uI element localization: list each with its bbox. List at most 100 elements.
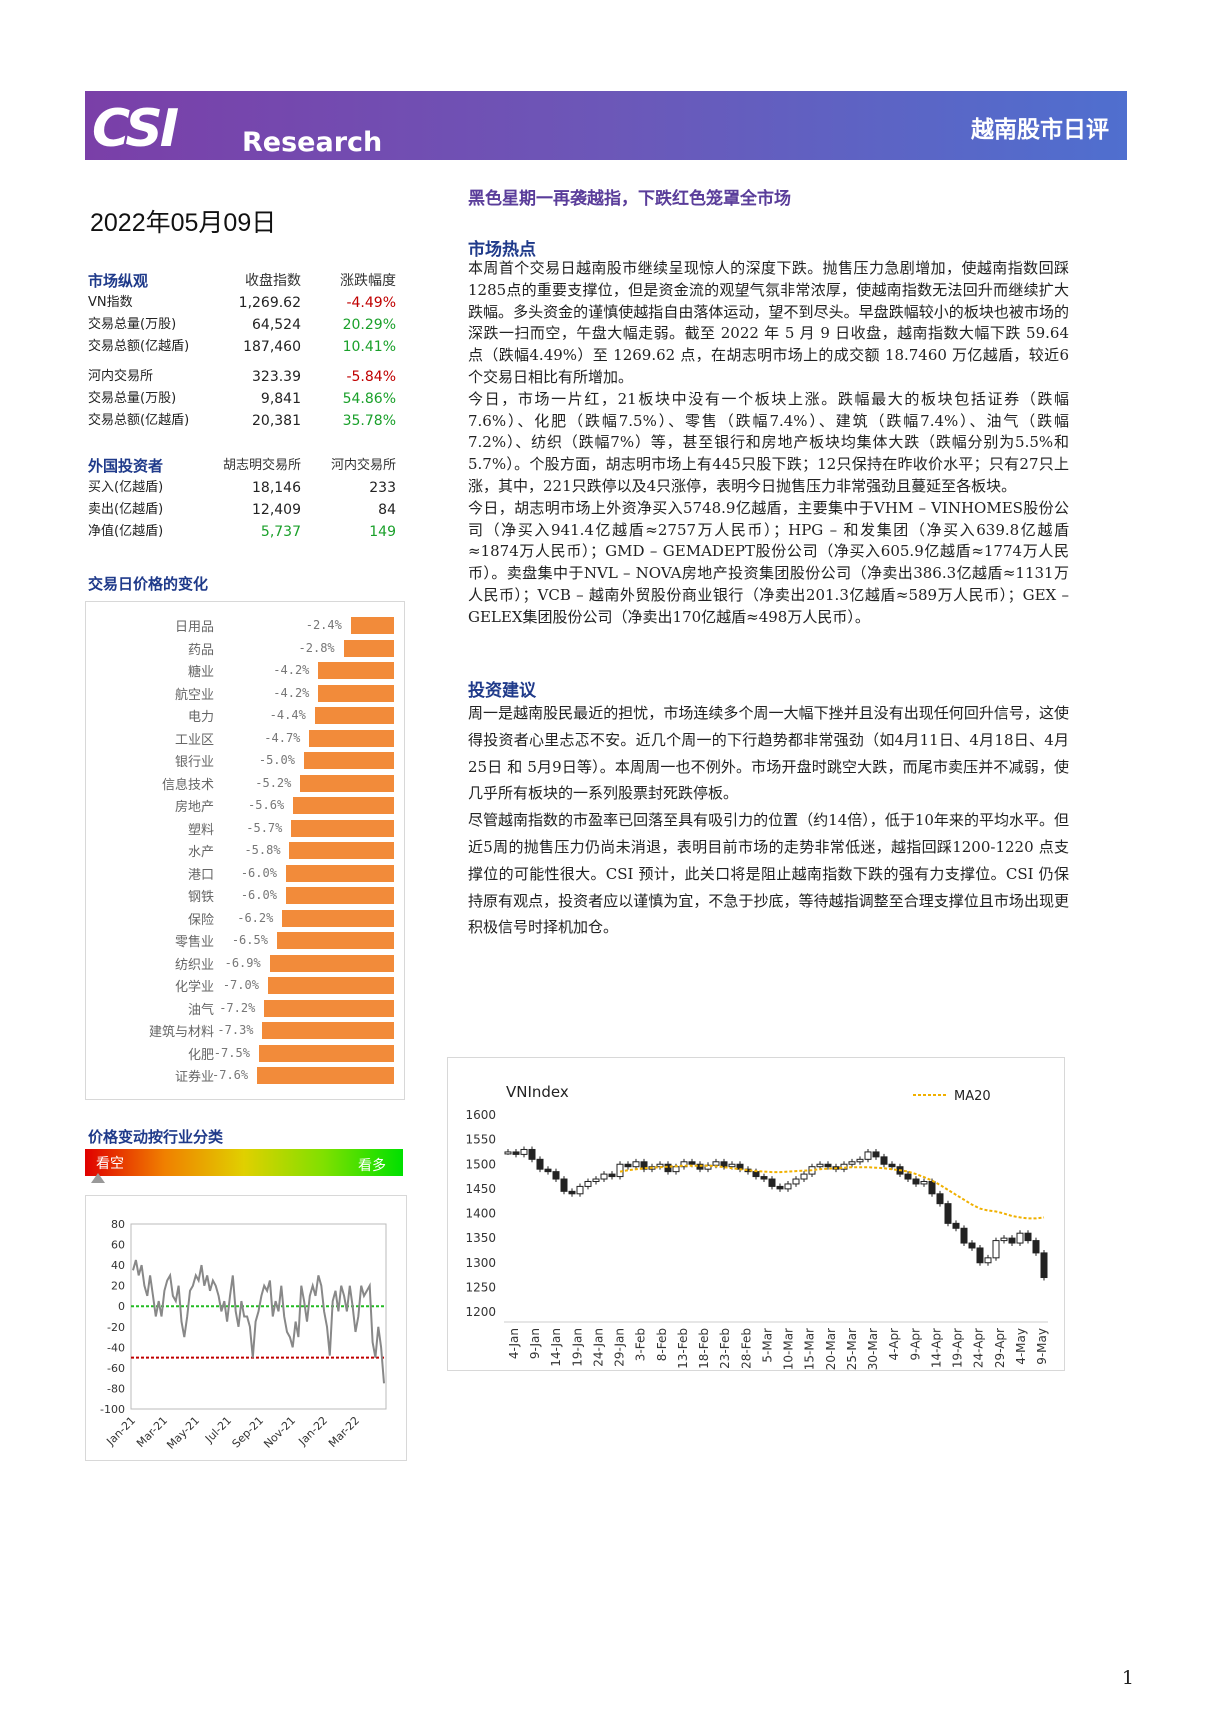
sector-bar bbox=[262, 1022, 394, 1039]
x-tick-label: 29-Apr bbox=[993, 1328, 1007, 1368]
bar-category-label: 保险 bbox=[187, 912, 214, 928]
candle-body bbox=[576, 1185, 584, 1195]
y-tick-label: -40 bbox=[107, 1341, 125, 1354]
candle-body bbox=[944, 1203, 952, 1224]
bar-category-label: 药品 bbox=[187, 642, 214, 658]
candle-body bbox=[544, 1168, 552, 1173]
candle-body bbox=[680, 1161, 688, 1168]
candle-body bbox=[856, 1158, 864, 1163]
bar-value-label: -6.0% bbox=[240, 888, 277, 902]
sector-bar bbox=[309, 729, 394, 747]
candle-body bbox=[584, 1180, 592, 1187]
y-tick-label: 1350 bbox=[465, 1231, 496, 1245]
candle-body bbox=[784, 1183, 792, 1190]
candle-body bbox=[520, 1148, 528, 1155]
candle-body bbox=[704, 1164, 712, 1170]
y-tick-label: 60 bbox=[111, 1239, 125, 1252]
candle-body bbox=[800, 1173, 808, 1180]
candle-body bbox=[1032, 1240, 1040, 1254]
sector-bar bbox=[318, 662, 394, 679]
x-tick-label: Mar-22 bbox=[326, 1414, 362, 1450]
bar-value-label: -7.3% bbox=[217, 1023, 254, 1037]
headline: 黑色星期一再袭越指，下跌红色笼罩全市场 bbox=[468, 189, 791, 209]
plot-area bbox=[130, 1223, 387, 1410]
x-tick-label: 18-Feb bbox=[697, 1328, 711, 1369]
foreign-row-label: 买入(亿越盾) bbox=[88, 480, 164, 495]
investment-advice-body: 周一是越南股民最近的担忧，市场连续多个周一大幅下挫并且没有出现任何回升信号，这使… bbox=[468, 700, 1069, 941]
scale-pointer-icon bbox=[91, 1173, 105, 1183]
candle-body bbox=[600, 1173, 608, 1180]
y-tick-label: -60 bbox=[107, 1362, 125, 1375]
candle-body bbox=[752, 1171, 760, 1178]
market-row-change: -5.84% bbox=[346, 369, 396, 385]
candle-body bbox=[816, 1163, 824, 1168]
investment-advice-title: 投资建议 bbox=[468, 681, 536, 701]
candle-body bbox=[920, 1180, 928, 1185]
bar-category-label: 化学业 bbox=[174, 980, 214, 995]
candle-body bbox=[504, 1151, 512, 1155]
candle-body bbox=[928, 1180, 936, 1195]
hotspot-paragraph: 今日，胡志明市场上外资净买入5748.9亿越盾，主要集中于VHM – VINHO… bbox=[468, 498, 1069, 626]
x-tick-label: 10-Mar bbox=[782, 1328, 796, 1370]
candle-body bbox=[1008, 1237, 1016, 1244]
candle-body bbox=[624, 1163, 632, 1168]
candle-body bbox=[992, 1240, 1000, 1259]
candle-body bbox=[712, 1161, 720, 1166]
x-tick-label: May-21 bbox=[164, 1414, 202, 1452]
sentiment-series-line bbox=[132, 1259, 385, 1384]
market-row-change: 35.78% bbox=[342, 413, 396, 429]
market-overview-table: 市场纵观 收盘指数 涨跌幅度 VN指数 1,269.62 -4.49% 交易总量(万股… bbox=[88, 270, 396, 432]
x-tick-label: 14-Apr bbox=[929, 1328, 943, 1368]
market-row-label: 交易总量(万股) bbox=[88, 391, 177, 406]
csi-logo: CSI bbox=[92, 99, 179, 159]
bar-category-label: 水产 bbox=[187, 845, 214, 860]
market-row: VN指数 1,269.62 -4.49% bbox=[88, 292, 396, 314]
ma20-line bbox=[619, 1164, 1045, 1220]
candle-body bbox=[848, 1161, 856, 1165]
bar-value-label: -6.9% bbox=[224, 955, 261, 970]
x-tick-label: 23-Feb bbox=[718, 1328, 732, 1369]
hotspot-paragraph: 本周首个交易日越南股市继续呈现惊人的深度下跌。抛售压力急剧增加，使越南指数回踩1… bbox=[468, 259, 1069, 386]
market-hotspot-title: 市场热点 bbox=[468, 240, 536, 260]
bar-value-label: -7.2% bbox=[219, 1000, 256, 1015]
market-row-value: 187,460 bbox=[243, 339, 301, 355]
sentiment-line-chart: 80 60 40 20 0 -20 -40 -60 -80 -100 Jan-21 Mar-21 May… bbox=[85, 1195, 407, 1461]
market-row-value: 1,269.62 bbox=[238, 295, 301, 311]
candle-body bbox=[976, 1247, 984, 1264]
candle-body bbox=[528, 1148, 536, 1160]
scale-bearish-label: 看空 bbox=[96, 1156, 124, 1172]
foreign-row-hcm: 5,737 bbox=[260, 524, 301, 540]
sector-bar bbox=[350, 617, 394, 634]
market-row: 交易总量(万股) 9,841 54.86% bbox=[88, 388, 396, 410]
bar-value-label: -4.2% bbox=[273, 663, 310, 677]
foreign-row-label: 卖出(亿越盾) bbox=[88, 502, 164, 517]
x-tick-label: 24-Jan bbox=[591, 1328, 605, 1367]
candle-body bbox=[536, 1158, 544, 1170]
bar-category-label: 建筑与材料 bbox=[148, 1025, 214, 1040]
x-tick-label: 4-Jan bbox=[507, 1328, 521, 1359]
candle-body bbox=[936, 1193, 944, 1205]
bar-category-label: 航空业 bbox=[174, 687, 214, 703]
foreign-row-label: 净值(亿越盾) bbox=[88, 524, 164, 539]
candle-body bbox=[760, 1176, 768, 1180]
candle-body bbox=[728, 1163, 736, 1168]
y-tick-label: 20 bbox=[111, 1280, 125, 1293]
foreign-investors-table: 外国投资者 胡志明交易所 河内交易所 买入(亿越盾) 18,146 233 卖出(亿越… bbox=[88, 455, 396, 543]
bar-category-label: 糖业 bbox=[187, 665, 214, 680]
candle-body bbox=[912, 1178, 920, 1185]
foreign-rows: 买入(亿越盾) 18,146 233 卖出(亿越盾) 12,409 84 净值(亿越盾) 5,… bbox=[88, 477, 396, 543]
bar-value-label: -4.4% bbox=[269, 708, 306, 722]
market-row-value: 64,524 bbox=[252, 317, 301, 333]
x-tick-label: 29-Jan bbox=[613, 1328, 627, 1367]
bar-category-label: 信息技术 bbox=[161, 777, 214, 793]
sector-chart-title: 交易日价格的变化 bbox=[88, 575, 209, 593]
candle-body bbox=[960, 1227, 968, 1244]
report-date: 2022年05月09日 bbox=[90, 209, 277, 237]
x-tick-label: 14-Jan bbox=[549, 1328, 563, 1367]
candle-body bbox=[888, 1163, 896, 1168]
candle-body bbox=[608, 1173, 616, 1178]
bar-category-label: 零售业 bbox=[174, 935, 214, 950]
bar-category-label: 电力 bbox=[187, 710, 214, 725]
candle-body bbox=[904, 1173, 912, 1180]
research-label: Research bbox=[242, 127, 383, 158]
